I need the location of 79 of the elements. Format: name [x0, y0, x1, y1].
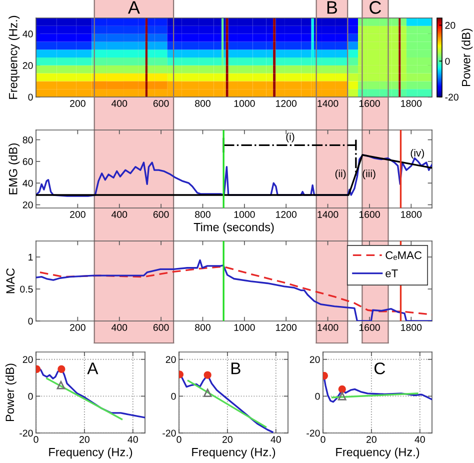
y-tick-label: 0 — [315, 392, 320, 400]
x-tick-label: 200 — [70, 211, 86, 218]
x-tick-label: 40 — [270, 436, 281, 443]
y-tick-label: 20 — [310, 356, 320, 363]
legend-label: eT — [386, 270, 398, 278]
x-tick-label: 1400 — [318, 211, 338, 218]
x-tick-label: 200 — [70, 324, 86, 331]
x-tick-label: 200 — [70, 100, 86, 107]
x-tick-label: 20 — [222, 436, 232, 443]
x-axis-title: Frequency (Hz.) — [192, 448, 276, 459]
x-tick-label: 600 — [153, 100, 169, 107]
x-tick-label: 600 — [153, 211, 169, 218]
y-tick-label: 0.5 — [20, 286, 33, 293]
x-axis-title: Frequency (Hz.) — [336, 448, 420, 459]
y-tick-label: 20 — [22, 356, 33, 363]
x-tick-label: 400 — [111, 211, 128, 218]
legend-label: CₑMAC — [386, 251, 422, 260]
band-label: B — [327, 1, 338, 14]
x-tick-label: 800 — [195, 100, 210, 107]
x-tick-label: 1200 — [276, 100, 297, 107]
y-tick-label: -20 — [162, 430, 176, 437]
y-tick-label: 80 — [22, 136, 33, 144]
x-axis-title: Frequency (Hz.) — [49, 448, 132, 459]
y-tick-label: 40 — [22, 30, 33, 38]
y-axis-title: Power (dB) — [5, 364, 16, 422]
y-axis-title: Frequency (Hz.) — [8, 16, 20, 99]
chart-title: A — [87, 362, 98, 374]
x-tick-label: 20 — [366, 436, 376, 443]
y-tick-label: 20 — [166, 356, 176, 363]
annotation: (iii) — [362, 170, 376, 180]
band-label: A — [128, 1, 140, 14]
y-tick-label: 20 — [22, 201, 33, 208]
x-tick-label: 40 — [414, 436, 425, 443]
x-tick-label: 20 — [80, 436, 90, 443]
x-tick-label: 1800 — [401, 100, 422, 107]
x-tick-label: 1600 — [359, 324, 380, 331]
x-tick-label: 1200 — [276, 324, 297, 331]
x-tick-label: 800 — [195, 324, 210, 331]
annotation: (i) — [286, 132, 294, 142]
y-tick-label: 1 — [28, 254, 33, 261]
y-tick-label: 0 — [28, 392, 33, 400]
x-tick-label: 1600 — [359, 211, 380, 218]
x-tick-label: 1400 — [318, 324, 338, 331]
y-tick-label: 0 — [28, 94, 33, 101]
color-bar-title: Power (dB) — [462, 28, 473, 86]
x-tick-label: 1000 — [234, 100, 255, 107]
y-tick-label: 60 — [22, 158, 33, 166]
color-bar-label: -20 — [445, 94, 458, 101]
y-tick-label: 0 — [28, 318, 33, 325]
x-tick-label: 400 — [111, 324, 128, 331]
x-tick-label: 400 — [111, 100, 128, 107]
x-tick-label: 1800 — [401, 211, 422, 218]
x-tick-label: 1800 — [401, 324, 422, 331]
y-tick-label: -20 — [306, 430, 320, 437]
annotation: (ii) — [335, 170, 346, 180]
chart-title: B — [231, 362, 240, 374]
annotation: (iv) — [410, 148, 424, 159]
y-axis-title: EMG (dB) — [8, 143, 20, 194]
y-tick-label: 0 — [171, 392, 176, 400]
x-tick-label: 1600 — [359, 100, 380, 107]
x-tick-label: 600 — [153, 324, 169, 331]
x-tick-label: 1200 — [276, 211, 297, 218]
y-axis-title: MAC — [6, 268, 15, 294]
y-tick-label: -20 — [20, 430, 33, 437]
chart-title: C — [374, 362, 386, 374]
x-tick-label: 1400 — [318, 100, 338, 107]
band-label: C — [370, 1, 382, 14]
x-tick-label: 0 — [176, 436, 182, 443]
x-tick-label: 1000 — [234, 211, 255, 218]
x-tick-label: 40 — [128, 436, 138, 443]
x-tick-label: 0 — [34, 436, 38, 443]
y-tick-label: 20 — [22, 62, 33, 70]
color-bar-label: 20 — [445, 22, 456, 29]
x-tick-label: 1000 — [234, 324, 255, 331]
x-tick-label: 0 — [320, 436, 326, 443]
y-tick-label: 40 — [22, 180, 33, 187]
color-bar-label: 0 — [445, 58, 450, 65]
x-axis-title: Time (seconds) — [194, 222, 274, 234]
x-tick-label: 800 — [195, 211, 210, 218]
